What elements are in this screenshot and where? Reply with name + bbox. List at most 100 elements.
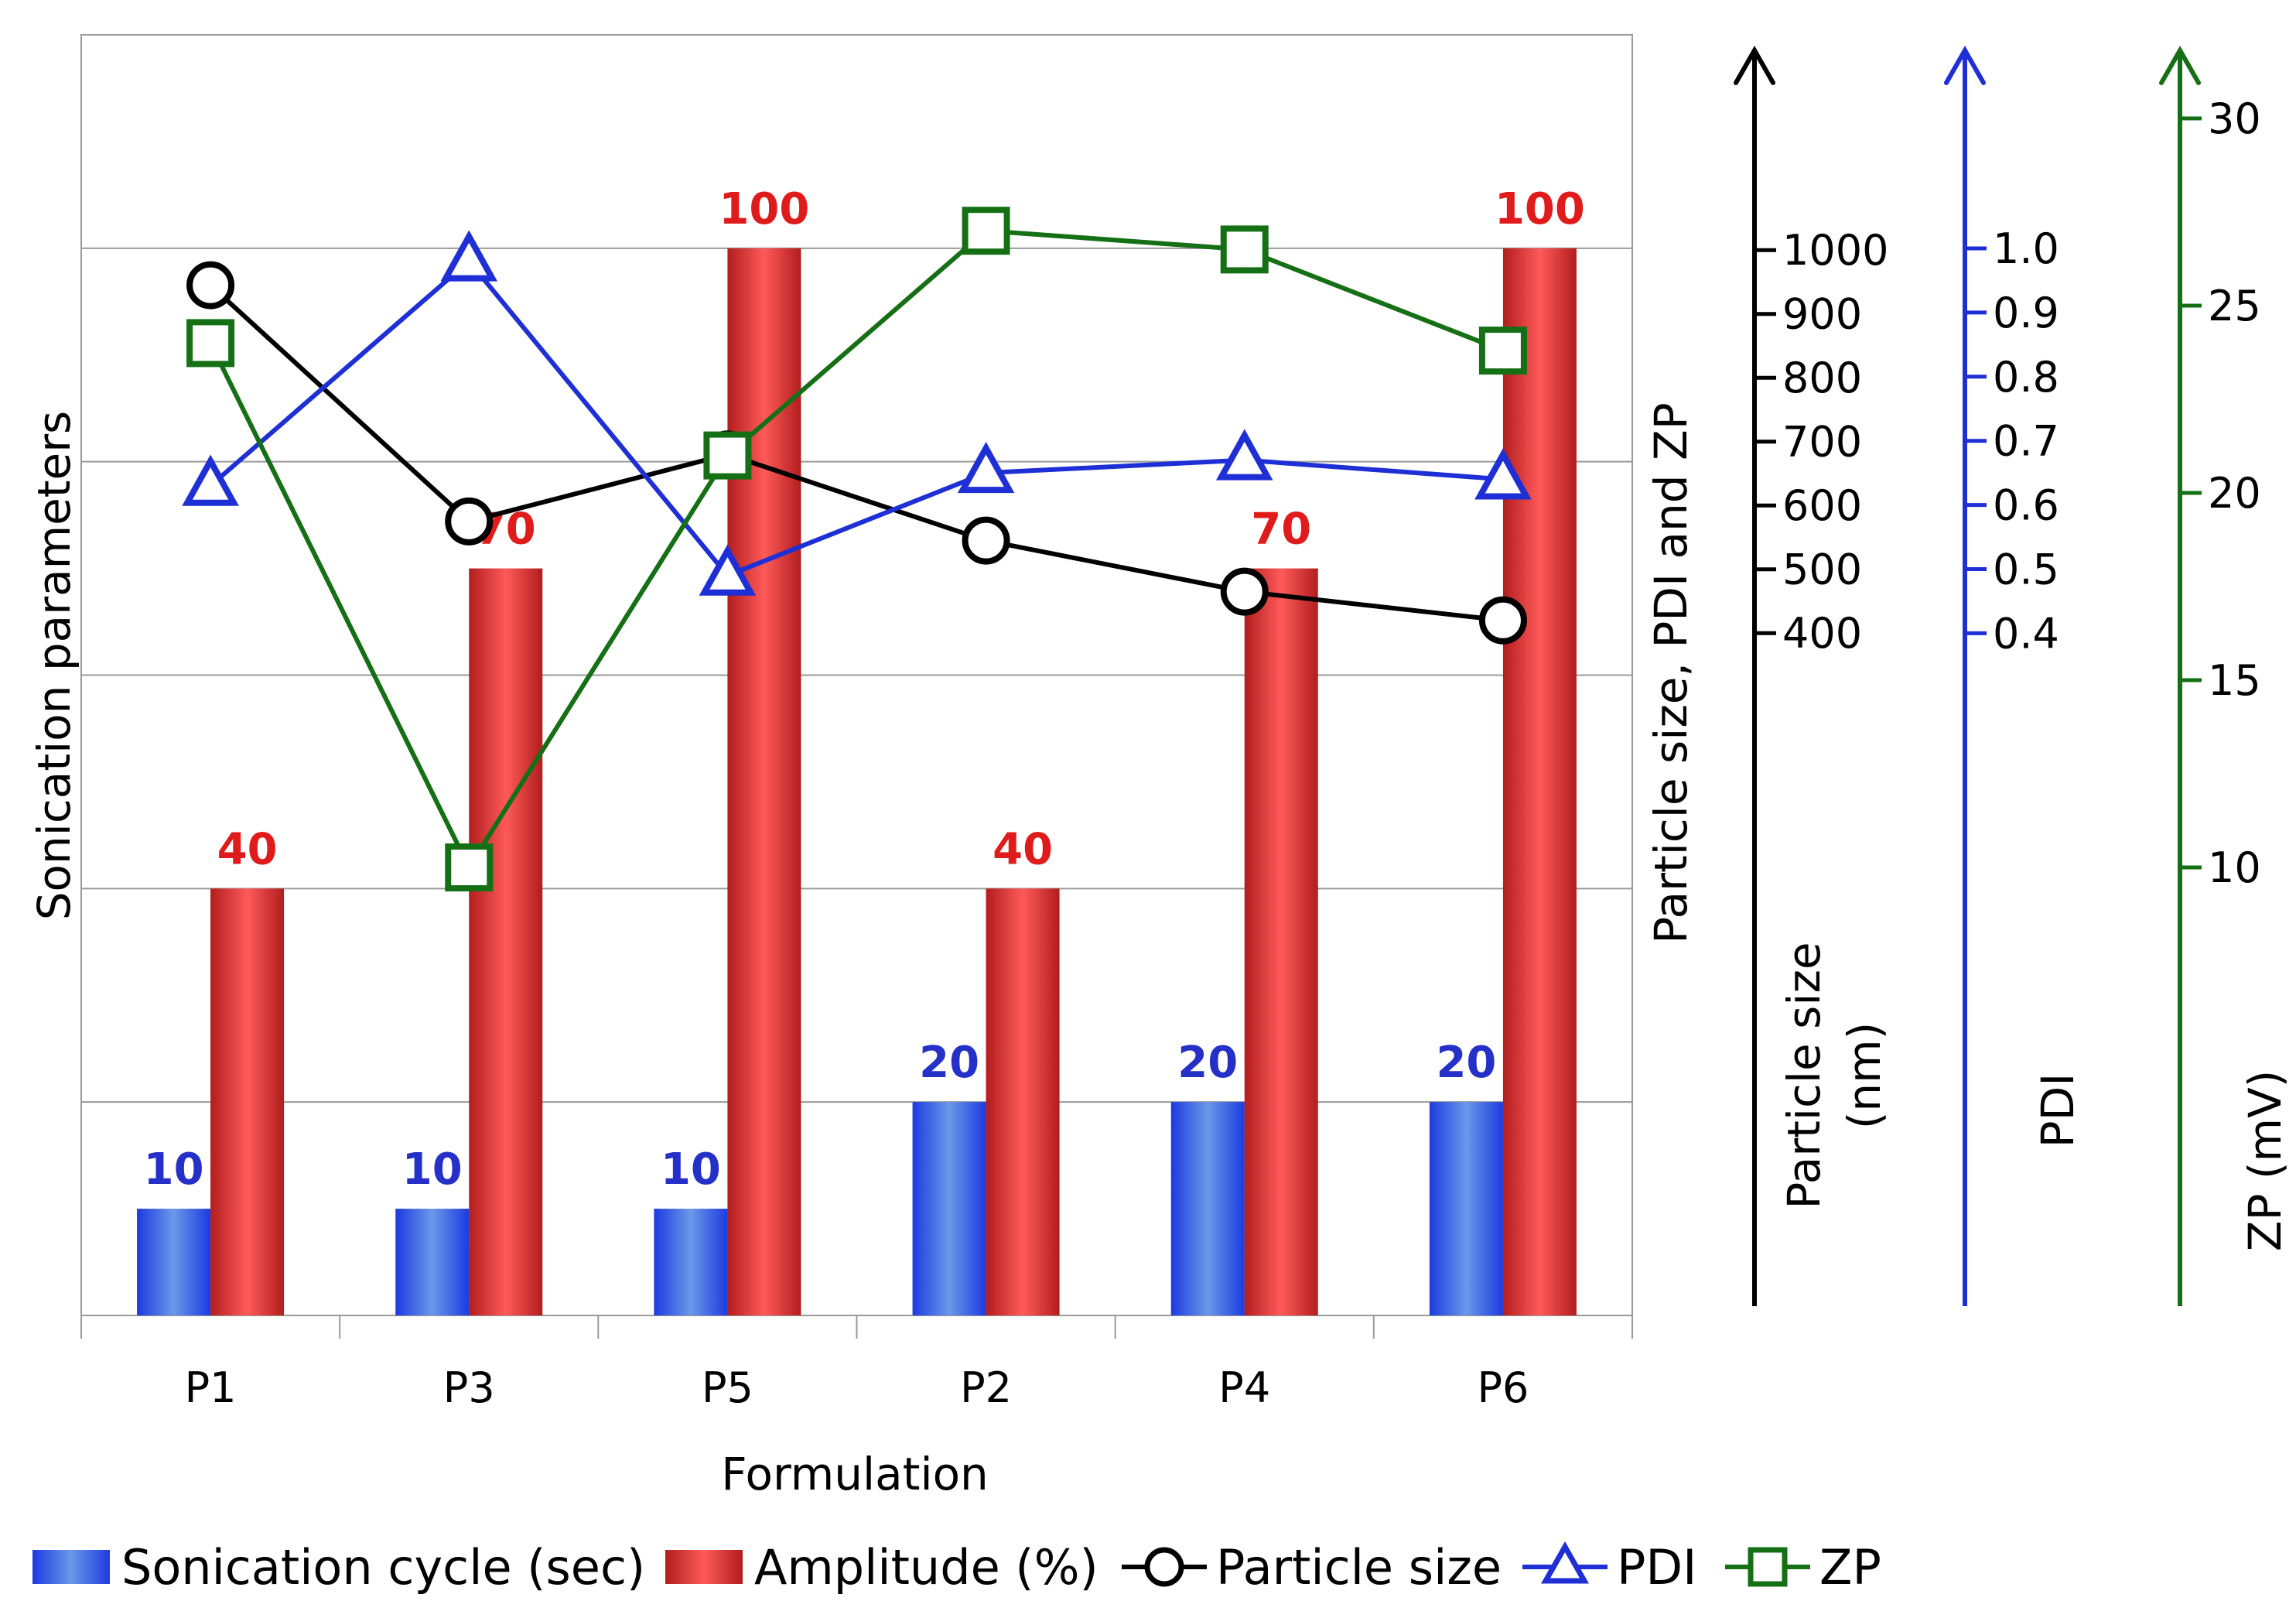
axis-tick-label-pdi: 0.5 <box>1993 546 2059 594</box>
bar-amplitude-p3 <box>469 568 543 1315</box>
axis-tick-label-particle_size: 600 <box>1782 481 1862 530</box>
axis-tick-label-particle_size: 400 <box>1782 609 1862 658</box>
legend-item: Particle size <box>1122 1539 1502 1596</box>
point-pdi-p5 <box>699 544 757 596</box>
point-particle_size-p4 <box>1220 567 1269 616</box>
bar-amplitude-p5 <box>727 248 801 1315</box>
legend-label: Amplitude (%) <box>754 1539 1098 1596</box>
point-particle_size-p2 <box>962 516 1010 565</box>
bar-value-label: 40 <box>217 824 278 874</box>
bar-value-label: 10 <box>402 1144 463 1195</box>
secondary-axes: 400 500 600 700 800 900 1000 0.4 0.5 0.6 0.7 0.8 0.9… <box>1734 45 2291 1306</box>
secondary-axis-title: Particle size, PDI and ZP <box>1645 402 1697 944</box>
legend-item: PDI <box>1522 1539 1696 1596</box>
point-zp-p6 <box>1478 327 1527 375</box>
legend-swatch <box>665 1550 743 1584</box>
pdi-axis-title: PDI <box>2031 1073 2084 1148</box>
bar-value-label: 10 <box>144 1144 204 1195</box>
axis-tick-label-particle_size: 900 <box>1782 290 1862 339</box>
zp-axis-title: ZP (mV) <box>2239 1070 2291 1252</box>
point-particle_size-p6 <box>1478 596 1527 645</box>
x-tick-label: P6 <box>1477 1363 1529 1412</box>
point-pdi-p3 <box>440 230 498 282</box>
bar-value-label: 10 <box>661 1144 721 1195</box>
point-pdi-p6 <box>1474 448 1532 500</box>
bar-amplitude-p6 <box>1502 248 1577 1315</box>
legend-marker <box>1748 1547 1788 1587</box>
axis-tick-label-pdi: 0.9 <box>1993 289 2059 337</box>
bar-amplitude-p1 <box>210 888 285 1315</box>
bar-value-label: 20 <box>1436 1038 1496 1088</box>
legend-label: ZP <box>1819 1539 1881 1596</box>
axis-tick-label-pdi: 1.0 <box>1993 224 2059 273</box>
axis-tick-label-pdi: 0.8 <box>1993 353 2059 402</box>
legend-item: Amplitude (%) <box>665 1539 1098 1596</box>
line-particle_size <box>209 283 1504 623</box>
point-particle_size-p1 <box>186 261 235 310</box>
legend-item: ZP <box>1725 1539 1881 1596</box>
axis-tick-label-zp: 15 <box>2208 656 2261 705</box>
bar-amplitude-p4 <box>1244 568 1318 1315</box>
bar-sonication-cycle-p1 <box>137 1209 211 1315</box>
axis-tick-label-particle_size: 700 <box>1782 418 1862 467</box>
axis-tick-label-zp: 20 <box>2208 469 2261 518</box>
bar-value-label: 70 <box>1251 505 1311 555</box>
plot-area <box>80 34 1633 1316</box>
legend-label: Sonication cycle (sec) <box>121 1539 645 1596</box>
legend-label: PDI <box>1617 1539 1696 1596</box>
axis-arrow-particle_size <box>1734 45 1775 85</box>
particle-size-axis-title: Particle size (nm) <box>1778 942 1891 1209</box>
bar-value-label: 20 <box>1177 1038 1238 1088</box>
legend-swatch <box>32 1550 110 1584</box>
point-pdi-p2 <box>957 441 1015 494</box>
point-pdi-p4 <box>1215 429 1273 481</box>
axis-tick-label-pdi: 0.7 <box>1993 417 2059 466</box>
bar-value-label: 100 <box>719 184 809 234</box>
bar-sonication-cycle-p2 <box>912 1102 986 1315</box>
x-axis-title: Formulation <box>721 1448 989 1500</box>
bar-value-label: 100 <box>1495 184 1585 234</box>
bar-value-label: 40 <box>993 824 1053 874</box>
axis-tick-label-zp: 25 <box>2208 282 2261 330</box>
legend-label: Particle size <box>1216 1539 1502 1596</box>
y-axis-title: Sonication parameters <box>28 411 80 921</box>
legend-item: Sonication cycle (sec) <box>32 1539 645 1596</box>
bar-sonication-cycle-p5 <box>654 1209 728 1315</box>
bar-amplitude-p2 <box>986 888 1060 1315</box>
x-tick-label: P5 <box>702 1363 753 1412</box>
point-zp-p2 <box>962 207 1010 255</box>
axis-tick-label-pdi: 0.6 <box>1993 481 2059 530</box>
point-zp-p5 <box>703 431 752 480</box>
point-zp-p3 <box>445 843 494 891</box>
axis-tick-label-particle_size: 800 <box>1782 354 1862 402</box>
point-zp-p1 <box>186 319 235 368</box>
x-tick-label: P2 <box>960 1363 1012 1412</box>
x-tick-label: P3 <box>443 1363 495 1412</box>
axis-arrow-zp <box>2159 45 2201 85</box>
legend: Sonication cycle (sec) Amplitude (%) Parti… <box>32 1539 1881 1596</box>
bar-value-label: 20 <box>919 1038 979 1088</box>
point-zp-p4 <box>1220 225 1269 274</box>
line-zp <box>208 228 1505 870</box>
axis-tick-label-particle_size: 500 <box>1782 546 1862 594</box>
bar-series-group <box>137 248 1577 1315</box>
legend-marker <box>1144 1547 1184 1587</box>
bar-sonication-cycle-p4 <box>1170 1102 1245 1315</box>
axis-tick-label-pdi: 0.4 <box>1993 609 2059 658</box>
bar-sonication-cycle-p6 <box>1429 1102 1503 1315</box>
axis-tick-label-zp: 30 <box>2208 94 2261 143</box>
line-series-group <box>182 207 1532 891</box>
x-tick-label: P4 <box>1218 1363 1270 1412</box>
line-pdi <box>209 258 1504 578</box>
legend-marker <box>1540 1541 1590 1584</box>
bar-sonication-cycle-p3 <box>395 1209 470 1315</box>
axis-tick-label-particle_size: 1000 <box>1782 226 1888 275</box>
x-axis: P1 P3 P5 P2 P4 P6 <box>80 1315 1633 1412</box>
point-particle_size-p3 <box>445 497 494 546</box>
axis-arrow-pdi <box>1944 45 1986 85</box>
point-pdi-p1 <box>182 454 239 506</box>
axis-tick-label-zp: 10 <box>2208 843 2261 892</box>
x-tick-label: P1 <box>185 1363 237 1412</box>
